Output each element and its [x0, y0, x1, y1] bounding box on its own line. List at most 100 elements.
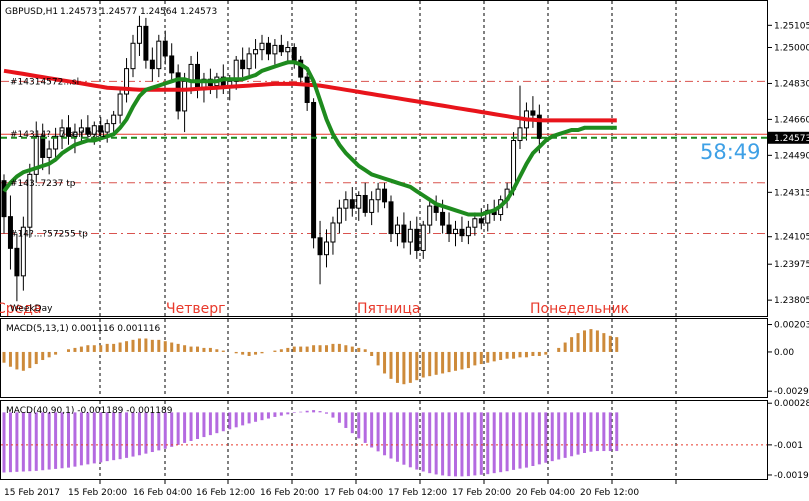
candle-bull: [356, 194, 362, 209]
candle-bear: [98, 125, 104, 133]
price-tick-label: 1.25000: [774, 44, 809, 54]
price-tick-label: 1.24315: [774, 188, 809, 198]
candle-bear: [162, 40, 168, 57]
axis-tick-label: 0.000282: [774, 399, 809, 409]
macd-fast-window[interactable]: 0.002039 0.00 -0.002918 MACD(5,13,1) 0.001…: [0, 318, 809, 398]
macd-fast-vertical-grid: [99, 319, 677, 397]
time-tick-label: 16 Feb 20:00: [260, 488, 319, 498]
candle-bear: [291, 47, 297, 61]
price-axis: 1.25105 1.25000 1.24830 1.24660 1.24573 1.244…: [768, 21, 809, 306]
price-tick-label: 1.24830: [774, 79, 809, 89]
macd-slow-window[interactable]: 0.000282 -0.001 -0.001926 MACD(40,90,1) -0…: [0, 399, 809, 481]
time-tick-label: 16 Feb 04:00: [133, 488, 192, 498]
candle-bull: [407, 228, 413, 243]
candle-bear: [362, 194, 368, 213]
candle-bull: [420, 224, 426, 251]
order-labels: #14314572...sl #14314?...7 sell 0.01 #143.…: [10, 77, 106, 239]
time-axis: 15 Feb 2017 15 Feb 20:00 16 Feb 04:00 16 Fe…: [4, 480, 677, 498]
candle-bull: [78, 127, 84, 133]
candle-bull: [59, 127, 65, 137]
axis-tick-label: -0.001: [774, 441, 803, 451]
candle-bull: [33, 135, 39, 175]
ohlc-value: 1.24573: [180, 7, 217, 17]
candle-bear: [311, 101, 317, 239]
candle-bear: [278, 44, 284, 53]
candle-bull: [324, 241, 329, 256]
candle-bull: [511, 140, 517, 190]
candle-bull: [182, 80, 188, 112]
candle-bull: [453, 228, 458, 235]
candle-bull: [20, 226, 26, 277]
candle-bull: [124, 68, 130, 95]
candle-bear: [388, 201, 394, 235]
candle-bear: [304, 76, 310, 103]
time-tick-label: 17 Feb 04:00: [324, 488, 383, 498]
candle-timer: 58:49: [700, 140, 761, 164]
candle-bull: [330, 222, 336, 243]
price-window[interactable]: 1.25105 1.25000 1.24830 1.24660 1.24573 1.244…: [0, 0, 809, 318]
candle-bear: [1, 180, 7, 218]
weekday-label: Четверг: [166, 301, 225, 317]
candle-bear: [478, 218, 484, 224]
weekday-indicator-label: WeekDay: [10, 304, 53, 314]
candle-bull: [272, 44, 278, 55]
candle-bear: [536, 114, 542, 139]
candle-bear: [317, 237, 323, 256]
ohlc-value: 1.24573: [60, 7, 97, 17]
candle-bull: [336, 207, 342, 224]
macd-slow-frame: [0, 400, 768, 480]
weekday-labels: Среда Четверг Пятница Понедельник: [0, 301, 629, 317]
candle-bull: [253, 49, 259, 55]
candle-bear: [446, 224, 452, 235]
time-tick-label: 20 Feb 04:00: [516, 488, 575, 498]
candle-bull: [465, 226, 471, 237]
candle-bear: [14, 247, 20, 277]
price-window-frame: [0, 0, 768, 317]
ma-fast-line: [2, 60, 617, 217]
ma-slow-line: [3, 68, 617, 123]
macd-slow-axis: 0.000282 -0.001 -0.001926: [1, 399, 809, 481]
time-tick-label: 15 Feb 20:00: [68, 488, 127, 498]
candle-bear: [66, 127, 71, 137]
candle-bull: [369, 199, 375, 213]
candle-bear: [414, 228, 420, 251]
order-label: #14314?...7 sell 0.01: [10, 130, 106, 140]
candle-bull: [104, 123, 110, 133]
candle-bear: [85, 127, 91, 135]
candle-bull: [285, 47, 291, 53]
time-tick-label: 17 Feb 20:00: [452, 488, 511, 498]
candle-bear: [175, 72, 181, 112]
macd-fast-histogram: [2, 329, 619, 385]
candle-bear: [530, 110, 536, 116]
candle-bear: [143, 25, 149, 61]
candle-bull: [259, 42, 265, 51]
candle-bear: [459, 228, 465, 237]
candle-bear: [169, 55, 175, 74]
axis-tick-label: 0.002039: [774, 321, 809, 331]
axis-tick-label: -0.001926: [774, 471, 809, 481]
candle-bear: [401, 224, 407, 243]
candle-bear: [298, 59, 304, 78]
ohlc-value: 1.24577: [100, 7, 137, 17]
candle-bear: [440, 211, 446, 226]
time-tick-label: 20 Feb 12:00: [580, 488, 639, 498]
time-tick-label: 15 Feb 2017: [4, 488, 60, 498]
candle-bear: [382, 188, 388, 203]
macd-slow-title: MACD(40,90,1) -0.001189 -0.001189: [6, 406, 173, 416]
weekday-label: Понедельник: [530, 301, 629, 317]
candle-bull: [27, 173, 33, 228]
candle-bull: [427, 205, 433, 226]
candle-bull: [130, 42, 136, 70]
macd-fast-frame: [0, 318, 768, 398]
candle-bull: [136, 25, 142, 44]
price-tick-label: 1.23975: [774, 260, 809, 270]
candle-bull: [233, 59, 239, 82]
macd-fast-title: MACD(5,13,1) 0.001116 0.001116: [6, 324, 161, 334]
price-tick-label: 1.24660: [774, 115, 809, 125]
candle-bull: [343, 199, 349, 209]
order-label: #14?...?57255 tp: [10, 230, 88, 240]
price-tick-label: 1.24105: [774, 233, 809, 243]
candle-bear: [265, 42, 271, 55]
time-tick-label: 17 Feb 12:00: [388, 488, 447, 498]
